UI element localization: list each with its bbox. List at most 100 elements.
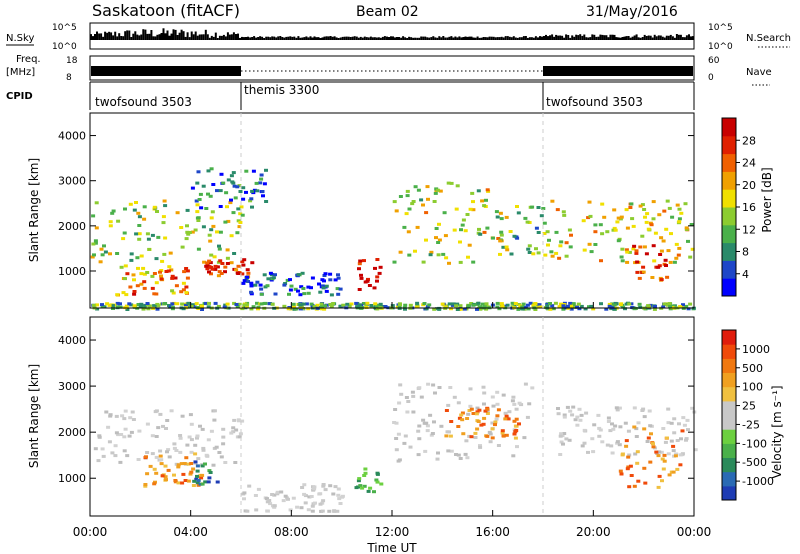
power-echo-cell: [245, 275, 250, 279]
velocity-echo-cell: [473, 431, 478, 435]
power-echo-cell: [407, 253, 412, 257]
velocity-echo-cell: [510, 399, 515, 403]
velocity-echo-cell: [207, 476, 212, 480]
power-colorbar-segment: [722, 224, 736, 244]
velocity-echo-cell: [189, 438, 194, 442]
power-echo-cell: [175, 302, 180, 306]
power-echo-cell: [225, 205, 229, 209]
nsearch-label: N.Search: [746, 33, 791, 44]
velocity-echo-cell: [514, 407, 519, 411]
power-echo-cell: [174, 284, 179, 288]
power-echo-cell: [195, 181, 200, 185]
nsky-sample: [357, 37, 360, 40]
velocity-echo-cell: [411, 410, 416, 414]
power-echo-cell: [498, 252, 502, 256]
power-echo-cell: [659, 249, 664, 253]
nsky-sample: [599, 34, 602, 40]
nsky-sample: [148, 33, 151, 40]
power-echo-cell: [414, 305, 419, 309]
power-echo-cell: [169, 268, 174, 272]
power-echo-cell: [416, 188, 421, 192]
power-echo-cell: [688, 302, 693, 306]
velocity-ytick-label: 4000: [58, 334, 86, 347]
power-echo-cell: [531, 252, 536, 256]
power-echo-cell: [558, 302, 563, 306]
nsky-sample: [520, 37, 523, 40]
power-echo-cell: [649, 223, 654, 227]
velocity-echo-cell: [619, 472, 624, 476]
power-echo-cell: [641, 270, 646, 274]
nsky-sample: [379, 37, 382, 40]
velocity-colorbar-tick-label: -500: [742, 456, 767, 469]
power-echo-cell: [605, 230, 610, 234]
power-echo-cell: [375, 258, 380, 261]
power-echo-cell: [238, 190, 243, 193]
power-echo-cell: [458, 260, 463, 264]
nsky-sample: [194, 31, 197, 40]
nsky-sample: [182, 31, 185, 40]
power-echo-cell: [523, 216, 528, 220]
power-echo-cell: [224, 191, 229, 195]
nsky-sample: [663, 37, 666, 40]
velocity-echo-cell: [245, 509, 250, 513]
nsky-sample: [146, 33, 149, 40]
power-echo-cell: [289, 284, 294, 288]
velocity-echo-cell: [122, 449, 127, 453]
nsky-sample: [106, 32, 109, 40]
nsky-sample: [168, 35, 171, 40]
power-echo-cell: [244, 169, 249, 173]
power-echo-cell: [218, 189, 223, 193]
power-echo-cell: [93, 239, 98, 243]
power-echo-cell: [642, 245, 647, 249]
nsky-sample: [688, 34, 690, 40]
velocity-echo-cell: [625, 467, 630, 471]
power-echo-cell: [260, 190, 265, 193]
nsky-sample: [581, 35, 584, 40]
power-echo-cell: [638, 245, 643, 249]
power-echo-cell: [213, 264, 218, 268]
velocity-echo-cell: [182, 462, 187, 465]
velocity-echo-cell: [568, 409, 573, 413]
nsky-sample: [659, 35, 662, 40]
velocity-echo-cell: [444, 434, 449, 438]
velocity-echo-cell: [436, 451, 440, 455]
velocity-echo-cell: [493, 420, 498, 424]
velocity-echo-cell: [561, 442, 565, 446]
velocity-echo-cell: [571, 405, 576, 409]
nsky-sample: [228, 34, 231, 40]
power-echo-cell: [250, 205, 254, 209]
velocity-colorbar-segment: [722, 485, 736, 501]
power-echo-cell: [565, 304, 570, 308]
power-echo-cell: [449, 181, 454, 185]
velocity-echo-cell: [417, 386, 422, 390]
velocity-echo-cell: [188, 413, 193, 417]
velocity-echo-cell: [152, 467, 157, 471]
power-echo-cell: [248, 199, 253, 203]
power-echo-cell: [199, 206, 204, 210]
power-echo-cell: [209, 228, 214, 232]
power-echo-cell: [454, 207, 459, 211]
velocity-echo-cell: [629, 474, 634, 477]
velocity-echo-cell: [584, 411, 589, 415]
power-echo-cell: [612, 208, 617, 212]
velocity-echo-cell: [200, 427, 205, 431]
power-echo-cell: [551, 307, 556, 311]
power-echo-cell: [259, 287, 264, 291]
velocity-echo-cell: [203, 462, 207, 466]
nsky-sample: [683, 37, 686, 40]
power-echo-cell: [213, 301, 218, 305]
power-echo-cell: [180, 245, 185, 249]
velocity-echo-cell: [485, 434, 490, 438]
power-echo-cell: [583, 307, 588, 311]
velocity-echo-cell: [608, 429, 613, 433]
velocity-echo-cell: [180, 481, 185, 485]
nsky-sample: [202, 34, 205, 40]
velocity-colorbar-segment: [722, 386, 736, 402]
power-echo-cell: [467, 304, 471, 308]
nsky-sample: [136, 34, 139, 40]
velocity-echo-cell: [159, 462, 164, 466]
nsky-sample: [243, 37, 245, 40]
power-echo-cell: [449, 307, 453, 311]
velocity-echo-cell: [464, 439, 469, 443]
velocity-echo-cell: [375, 480, 380, 484]
